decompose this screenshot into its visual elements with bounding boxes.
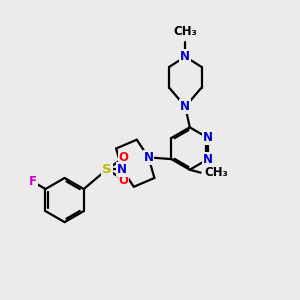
Text: F: F [29, 175, 37, 188]
Text: N: N [117, 163, 127, 176]
Text: N: N [203, 153, 213, 166]
Text: N: N [143, 151, 154, 164]
Text: N: N [203, 131, 213, 144]
Text: N: N [180, 50, 190, 63]
Text: S: S [103, 163, 112, 176]
Text: O: O [118, 174, 128, 187]
Text: CH₃: CH₃ [173, 26, 197, 38]
Text: N: N [180, 100, 190, 113]
Text: CH₃: CH₃ [205, 166, 228, 179]
Text: O: O [118, 152, 128, 164]
